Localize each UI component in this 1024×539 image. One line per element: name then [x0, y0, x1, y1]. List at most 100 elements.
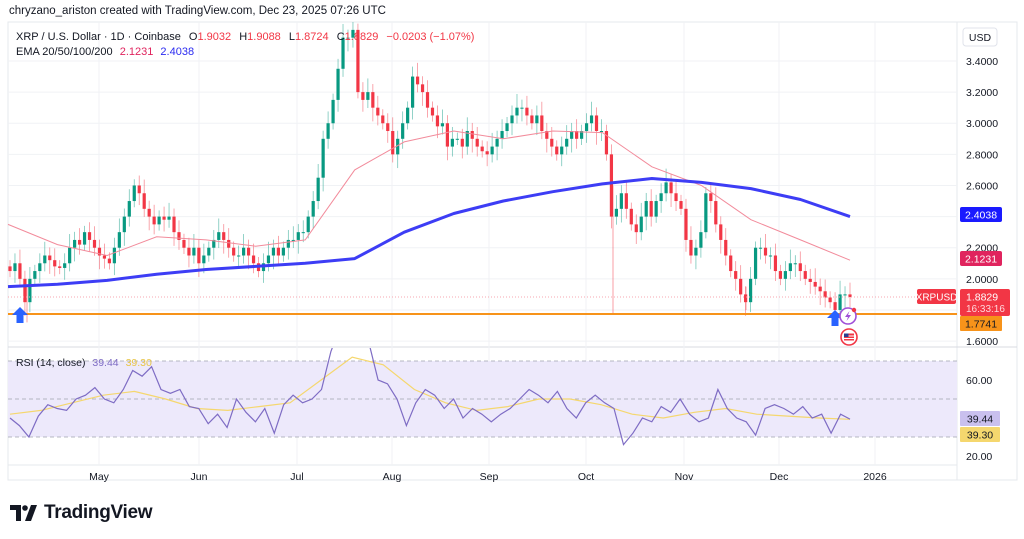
candle-body	[142, 193, 146, 209]
candle-body	[386, 123, 390, 132]
price-tick-label: 3.2000	[966, 87, 998, 99]
candle-body	[147, 208, 151, 217]
candle-body	[763, 247, 768, 256]
candle-body	[584, 123, 589, 132]
candle-body	[813, 281, 817, 287]
candle-body	[182, 239, 186, 248]
rsi-pane	[8, 348, 957, 446]
candle-body	[619, 193, 623, 209]
candle-body	[48, 255, 52, 261]
support-badge	[960, 316, 1002, 331]
time-tick-label: 2026	[863, 471, 887, 483]
candle-body	[505, 123, 509, 132]
rsi-ma-badge	[960, 427, 1000, 442]
lightning-icon[interactable]	[839, 307, 857, 325]
candle-body	[301, 232, 305, 234]
candle-body	[28, 278, 32, 303]
candle-body	[599, 131, 604, 133]
candle-body	[843, 294, 847, 296]
candle-body	[748, 278, 753, 303]
legend-low: 1.8724	[295, 31, 329, 43]
ema200-badge	[960, 207, 1002, 222]
chart-credit: chryzano_ariston created with TradingVie…	[9, 5, 386, 17]
candle-body	[58, 266, 62, 268]
time-tick-label: Jul	[290, 471, 303, 483]
candle-body	[227, 239, 231, 248]
candle-body	[430, 107, 435, 116]
candle-body	[420, 84, 425, 93]
legend-ema50: 2.1231	[120, 46, 154, 58]
candle-body	[594, 115, 599, 132]
rsi-tick-label: 60.00	[966, 375, 992, 387]
time-axis[interactable]: May Jun Jul Aug Sep Oct Nov Dec 2026	[89, 471, 887, 483]
buy-arrow-icon[interactable]	[12, 307, 28, 323]
candle-body	[729, 255, 733, 272]
buy-arrow-icon[interactable]	[827, 310, 843, 326]
candle-body	[654, 201, 658, 217]
price-tick-label: 3.4000	[966, 56, 998, 68]
price-tick-label: 1.6000	[966, 336, 998, 348]
rsi-badge-text: 39.44	[967, 414, 993, 426]
candle-body	[709, 193, 713, 202]
candle-body	[172, 216, 176, 233]
candle-body	[152, 216, 156, 225]
candle-body	[440, 123, 445, 127]
candle-body	[753, 247, 758, 279]
legend-close: 1.8829	[345, 31, 379, 43]
symbol-badge	[917, 289, 956, 304]
candle-body	[281, 247, 285, 256]
last-price-text: 1.8829	[966, 292, 998, 304]
candle-body	[351, 29, 355, 38]
candle-body	[316, 177, 320, 202]
candle-body	[406, 107, 410, 124]
candle-body	[132, 185, 136, 202]
time-tick-label: Nov	[675, 471, 694, 483]
candle-body	[371, 92, 375, 108]
candle-body	[306, 216, 310, 233]
time-tick-label: Dec	[770, 471, 789, 483]
legend-change: −0.0203 (−1.07%)	[386, 31, 474, 43]
candle-body	[112, 247, 116, 264]
candle-body	[117, 232, 121, 248]
candle-body	[480, 146, 484, 152]
rsi-ma-badge-text: 39.30	[967, 430, 993, 442]
candle-body	[137, 185, 141, 194]
candle-body	[266, 255, 271, 264]
candle-body	[589, 115, 594, 124]
rsi-line	[9, 348, 851, 446]
candle-body	[162, 216, 166, 220]
candle-body	[490, 146, 494, 155]
candle-body	[82, 232, 87, 245]
candle-body	[222, 232, 226, 240]
candle-body	[778, 271, 783, 279]
legend-open: 1.9032	[197, 31, 231, 43]
legend-close-label: C	[337, 31, 345, 43]
candle-body	[311, 201, 315, 217]
ema-lines	[7, 130, 851, 289]
candle-body	[634, 224, 638, 233]
time-tick-label: May	[89, 471, 110, 483]
candle-body	[570, 131, 574, 139]
tradingview-logo-icon	[10, 505, 37, 521]
candle-body	[92, 239, 97, 248]
candle-body	[520, 107, 524, 109]
us-flag-icon[interactable]	[840, 328, 858, 346]
candle-body	[187, 247, 191, 256]
svg-text:EMA 20/50/100/200 2.1231: EMA 20/50/100/200 2.1231 2.4038	[16, 46, 194, 58]
rsi-axis[interactable]: 60.00 20.00	[966, 375, 992, 463]
currency-button[interactable]	[962, 27, 998, 47]
candle-body	[604, 131, 609, 155]
candle-body	[331, 99, 335, 124]
candle-body	[97, 247, 102, 256]
time-tick-label: Oct	[578, 471, 594, 483]
candle-body	[565, 138, 569, 147]
candle-body	[739, 278, 743, 295]
candle-body	[212, 239, 216, 248]
price-tick-label: 2.8000	[966, 149, 998, 161]
time-tick-label: Sep	[480, 471, 499, 483]
candle-body	[445, 123, 449, 147]
candle-body	[515, 107, 519, 116]
price-axis[interactable]: 3.40003.20003.00002.80002.60002.20002.00…	[966, 56, 998, 348]
rsi-badge	[960, 411, 1000, 426]
